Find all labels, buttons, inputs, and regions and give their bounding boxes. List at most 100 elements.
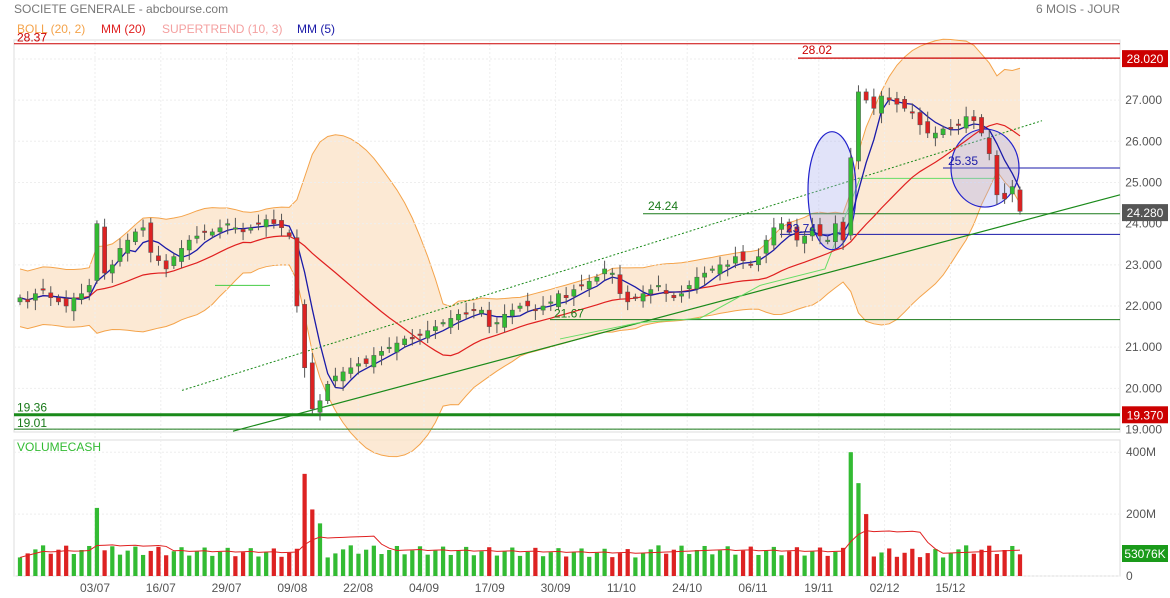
volume-bar <box>979 549 984 576</box>
candle-body <box>802 235 807 244</box>
candle-body <box>194 235 200 239</box>
legend-mm5: MM (5) <box>297 22 335 36</box>
candle-body <box>617 274 623 294</box>
volume-bar <box>417 546 423 576</box>
volume-bar <box>79 550 84 576</box>
candle-body <box>986 137 992 154</box>
volume-bar <box>140 554 146 576</box>
candle-body <box>333 375 338 382</box>
volume-bar <box>402 554 407 576</box>
volume-bar <box>440 546 446 576</box>
volume-bar <box>125 550 130 576</box>
volume-bar <box>225 547 230 576</box>
candle-body <box>925 121 931 134</box>
candle-body <box>940 128 946 135</box>
candle-body <box>294 237 300 307</box>
candle-body <box>1017 189 1023 212</box>
volume-bar <box>356 553 361 576</box>
candle-body <box>302 304 307 369</box>
candle-body <box>533 309 538 312</box>
volume-bar <box>687 554 692 576</box>
volume-bar <box>1017 554 1023 576</box>
candle-body <box>694 276 700 289</box>
x-tick-label: 16/07 <box>146 581 176 595</box>
candle-body <box>102 226 107 274</box>
candle-body <box>309 362 315 410</box>
level-annotation: 23.74 <box>786 221 816 235</box>
volume-bar <box>679 545 684 576</box>
candle-body <box>840 221 846 241</box>
volume-bar <box>871 556 876 576</box>
volume-bar <box>333 553 338 576</box>
x-tick-label: 03/07 <box>80 581 110 595</box>
candle-body <box>879 95 884 114</box>
candle-body <box>233 227 238 230</box>
candle-body <box>25 299 31 303</box>
volume-bar <box>864 514 869 576</box>
candle-body <box>948 127 954 130</box>
x-tick-label: 15/12 <box>935 581 965 595</box>
candle-body <box>909 111 915 114</box>
candle-body <box>717 264 723 275</box>
candle-body <box>371 355 377 368</box>
candle-body <box>786 221 792 233</box>
candle-body <box>856 91 861 162</box>
volume-bar <box>540 556 546 576</box>
volume-bar <box>610 557 615 576</box>
candle-body <box>725 264 731 267</box>
candle-body <box>509 309 515 317</box>
x-tick-label: 17/09 <box>475 581 505 595</box>
volume-bar <box>787 551 792 576</box>
candle-body <box>794 226 800 241</box>
bollinger-fill <box>20 39 1020 457</box>
candle-body <box>433 326 438 331</box>
candle-body <box>33 293 38 301</box>
candle-body <box>571 289 577 297</box>
candle-body <box>394 342 400 353</box>
ma20-line <box>19 122 1021 357</box>
volume-bar <box>364 549 369 576</box>
volume-bar <box>748 546 753 576</box>
volume-bar <box>433 550 438 576</box>
x-tick-label: 11/10 <box>607 581 636 595</box>
candle-body <box>648 289 654 294</box>
volume-bar <box>817 547 823 576</box>
price-tag-box <box>1122 406 1168 424</box>
volume-bar <box>725 546 730 576</box>
volume-bar <box>971 553 976 576</box>
candle-body <box>756 256 761 266</box>
candle-body <box>894 98 900 105</box>
x-tick-label: 29/07 <box>212 581 242 595</box>
candle-body <box>425 330 431 339</box>
candle-body <box>186 239 192 251</box>
candle-body <box>402 338 407 345</box>
volume-bar <box>625 549 630 576</box>
candle-body <box>733 256 738 264</box>
volume-bar <box>494 555 500 576</box>
candle-body <box>56 297 61 303</box>
y-tick-label: 22.000 <box>1125 299 1162 313</box>
volume-bar <box>310 509 315 576</box>
volume-bar <box>764 550 769 576</box>
volume-bar <box>94 507 100 576</box>
volume-bar <box>256 556 261 576</box>
volume-bar <box>217 551 223 576</box>
candle-body <box>125 239 131 254</box>
volume-bar <box>340 549 346 576</box>
volume-bar <box>187 555 192 576</box>
volume-bar <box>287 552 292 576</box>
candle-body <box>917 112 923 126</box>
volume-last-label: 53076K <box>1124 547 1165 561</box>
candle-body <box>40 288 46 291</box>
volume-bar <box>964 545 969 576</box>
candle-body <box>279 220 284 229</box>
candle-body <box>340 371 346 382</box>
period-label: 6 MOIS - JOUR <box>1036 2 1120 16</box>
volume-bar <box>671 549 676 576</box>
volume-bar <box>502 551 507 576</box>
candle-body <box>456 313 461 321</box>
volume-bar <box>110 546 115 576</box>
candle-body <box>848 157 854 236</box>
level-annotation: 24.24 <box>648 199 678 213</box>
